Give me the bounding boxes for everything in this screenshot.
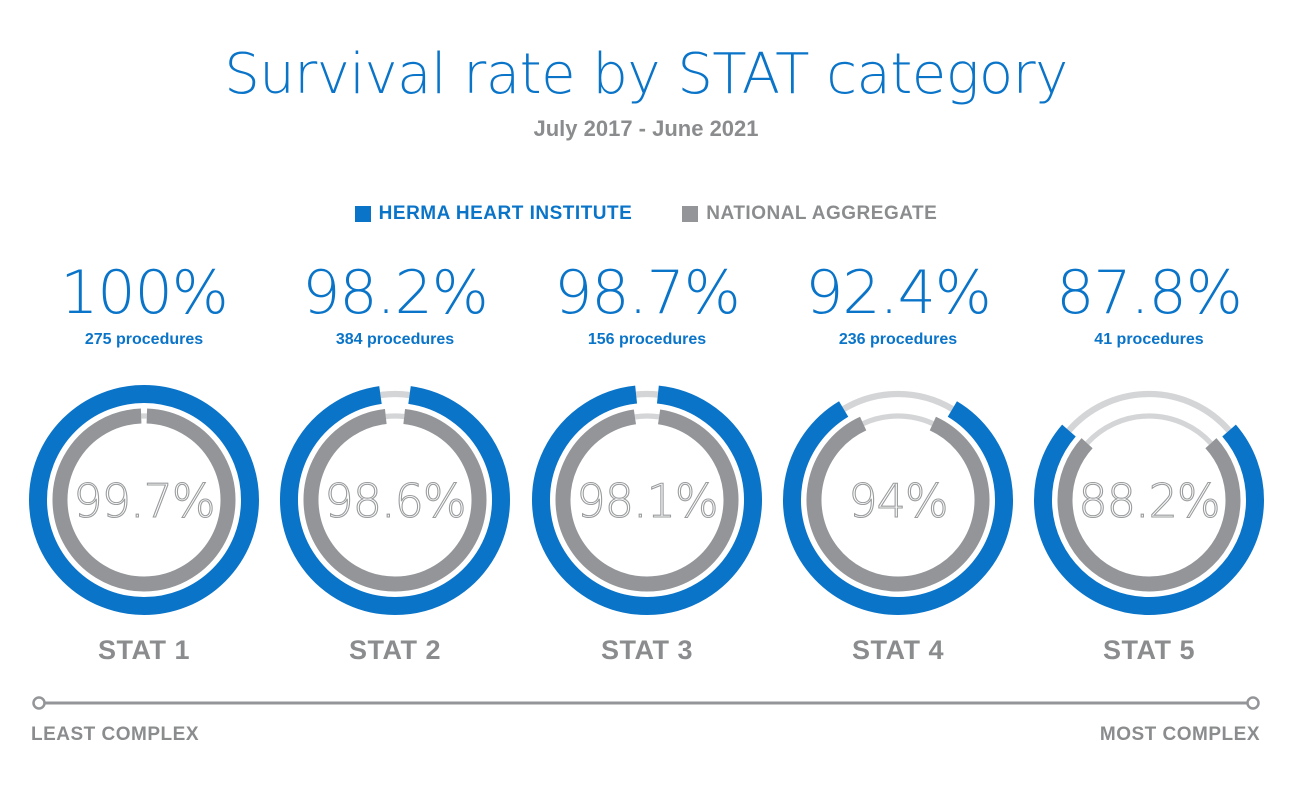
legend-swatch-hhi	[354, 206, 371, 222]
hhi-ring-arc-gap-track	[635, 390, 659, 398]
hhi-value-label: 98.7%	[554, 258, 741, 328]
national-value-label: 94%	[848, 474, 947, 528]
national-ring-arc-gap-track	[634, 413, 660, 420]
national-ring-arc-gap-track	[1085, 413, 1213, 446]
legend-item-hhi: HERMA HEART INSTITUTE	[354, 203, 633, 225]
hhi-ring-arc-gap-track	[842, 390, 954, 412]
stat-category-label: STAT 2	[348, 635, 441, 665]
legend: HERMA HEART INSTITUTE NATIONAL AGGREGATE	[0, 203, 1292, 225]
donut-chart: 94%	[783, 390, 1013, 615]
procedures-count: 156 procedures	[587, 331, 707, 348]
stat-category-label: STAT 1	[97, 635, 190, 665]
national-value-label: 98.6%	[324, 474, 465, 528]
complexity-axis-end-marker	[1246, 696, 1260, 710]
national-ring-arc	[303, 409, 487, 592]
least-complex-label: LEAST COMPLEX	[31, 724, 200, 745]
hhi-value-label: 98.2%	[302, 258, 489, 328]
legend-swatch-national	[682, 206, 699, 222]
donut-chart: 99.7%	[29, 385, 259, 615]
procedures-count: 236 procedures	[838, 331, 958, 348]
hhi-value-label: 87.8%	[1056, 258, 1243, 328]
national-ring-arc	[52, 408, 236, 592]
hhi-ring-arc	[280, 386, 510, 615]
national-value-label: 98.1%	[576, 474, 717, 528]
procedures-count: 41 procedures	[1094, 331, 1204, 348]
donut-chart: 98.1%	[532, 385, 762, 615]
stat-column: 98.2% 384 procedures 98.6% STAT 2	[270, 255, 520, 665]
hhi-ring-arc-gap-track	[1066, 390, 1232, 433]
hhi-ring-arc	[1034, 424, 1264, 615]
national-ring-arc-gap-track	[862, 413, 934, 426]
national-ring-arc-gap-track	[385, 413, 405, 420]
chart-title: Survival rate by STAT category	[224, 42, 1068, 107]
stat-category-label: STAT 3	[600, 635, 693, 665]
national-ring-arc	[806, 416, 990, 592]
stat-column: 100% 275 procedures 99.7% STAT 1	[19, 255, 269, 665]
national-ring-arc	[555, 409, 739, 592]
national-value-label: 99.7%	[73, 474, 214, 528]
hhi-ring-arc-gap-track	[380, 390, 410, 399]
national-ring-arc	[1057, 438, 1241, 592]
stat-column: 92.4% 236 procedures 94% STAT 4	[773, 255, 1023, 665]
hhi-ring-arc	[29, 385, 259, 615]
chart-subtitle: July 2017 - June 2021	[533, 116, 759, 141]
donut-chart: 88.2%	[1034, 390, 1264, 615]
hhi-ring-arc	[783, 401, 1013, 615]
stat-column: 98.7% 156 procedures 98.1% STAT 3	[522, 255, 772, 665]
stat-category-label: STAT 5	[1102, 635, 1195, 665]
procedures-count: 384 procedures	[335, 331, 455, 348]
hhi-value-label: 100%	[60, 258, 229, 328]
legend-label-national: NATIONAL AGGREGATE	[706, 203, 938, 224]
hhi-value-label: 92.4%	[805, 258, 992, 328]
donut-chart: 98.6%	[280, 386, 510, 615]
stat-category-label: STAT 4	[851, 635, 944, 665]
procedures-count: 275 procedures	[84, 331, 204, 348]
complexity-axis-start-marker	[32, 696, 46, 710]
most-complex-label: MOST COMPLEX	[1099, 724, 1260, 745]
hhi-ring-arc	[532, 385, 762, 615]
stat-column: 87.8% 41 procedures 88.2% STAT 5	[1024, 255, 1274, 665]
legend-label-hhi: HERMA HEART INSTITUTE	[378, 203, 633, 224]
legend-item-national: NATIONAL AGGREGATE	[682, 203, 937, 225]
national-value-label: 88.2%	[1078, 474, 1219, 528]
